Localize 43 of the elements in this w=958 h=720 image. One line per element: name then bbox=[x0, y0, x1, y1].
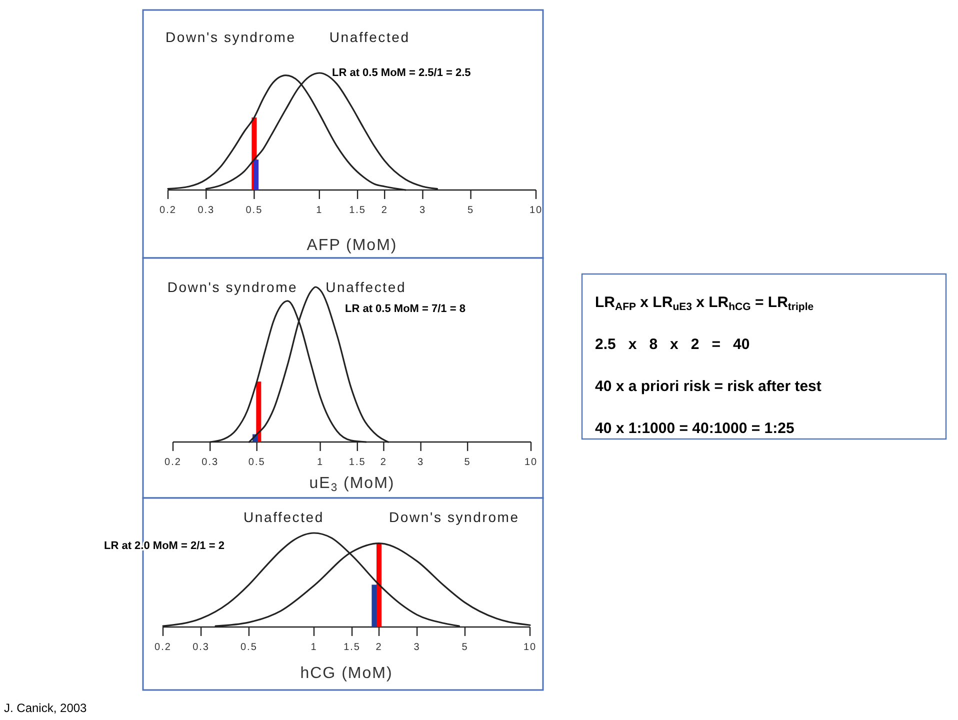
x-tick-label: 0.5 bbox=[248, 457, 266, 468]
x-tick-label: 0.2 bbox=[154, 642, 172, 653]
text: 40 x a priori risk = risk after test bbox=[595, 378, 822, 395]
x-tick-label: 0.5 bbox=[246, 205, 263, 216]
x-tick-label: 0.3 bbox=[192, 642, 210, 653]
x-tick-label: 1 bbox=[310, 642, 318, 653]
series-label: Down's syndrome bbox=[167, 279, 298, 295]
x-tick-label: 2 bbox=[376, 642, 382, 653]
x-tick-label: 0.2 bbox=[160, 205, 176, 216]
x-tick-label: 1 bbox=[316, 205, 323, 216]
x-tick-label: 10 bbox=[523, 642, 537, 653]
x-tick-label: 1.5 bbox=[344, 642, 360, 653]
x-tick-label: 3 bbox=[414, 642, 420, 653]
x-tick-label: 3 bbox=[418, 457, 424, 468]
text: 40 x 1:1000 = 40:1000 = 1:25 bbox=[595, 420, 794, 437]
x-tick-label: 0.5 bbox=[240, 642, 258, 653]
x-axis-title: AFP (MoM) bbox=[306, 237, 398, 254]
x-tick-label: 0.2 bbox=[164, 457, 182, 468]
x-tick-label: 2 bbox=[380, 457, 387, 468]
series-label: Unaffected bbox=[326, 279, 406, 295]
x-tick-label: 10 bbox=[524, 457, 538, 468]
x-tick-label: 0.3 bbox=[198, 205, 215, 216]
annotation: LR at 0.5 MoM = 7/1 = 8 bbox=[345, 303, 466, 315]
x-tick-label: 10 bbox=[529, 205, 543, 216]
series-label: Down's syndrome bbox=[389, 509, 520, 525]
x-tick-label: 0.3 bbox=[202, 457, 219, 468]
text: LR$_{AFP}$ x LR$_{uE3}$ x LR$_{hCG}$ = LR$_{triple}$ bbox=[595, 294, 814, 313]
x-axis-title: uE$_{3}$ (MoM) bbox=[309, 475, 395, 494]
x-tick-label: 5 bbox=[468, 205, 474, 216]
x-tick-label: 1.5 bbox=[349, 205, 366, 216]
x-tick-label: 3 bbox=[419, 205, 426, 216]
text: J. Canick, 2003 bbox=[4, 701, 88, 715]
text: 2.5 x 8 x 2 = 40 bbox=[595, 336, 750, 353]
x-tick-label: 1.5 bbox=[348, 457, 366, 468]
x-tick-label: 1 bbox=[317, 457, 324, 468]
x-tick-label: 2 bbox=[381, 205, 388, 216]
x-tick-label: 5 bbox=[464, 457, 471, 468]
x-axis-title: hCG (MoM) bbox=[300, 665, 393, 682]
x-tick-label: 5 bbox=[462, 642, 468, 653]
annotation: LR at 0.5 MoM = 2.5/1 = 2.5 bbox=[332, 67, 471, 79]
series-label: Unaffected bbox=[244, 509, 324, 525]
text: Unaffected bbox=[329, 29, 410, 45]
text: Down's syndrome bbox=[166, 29, 296, 45]
